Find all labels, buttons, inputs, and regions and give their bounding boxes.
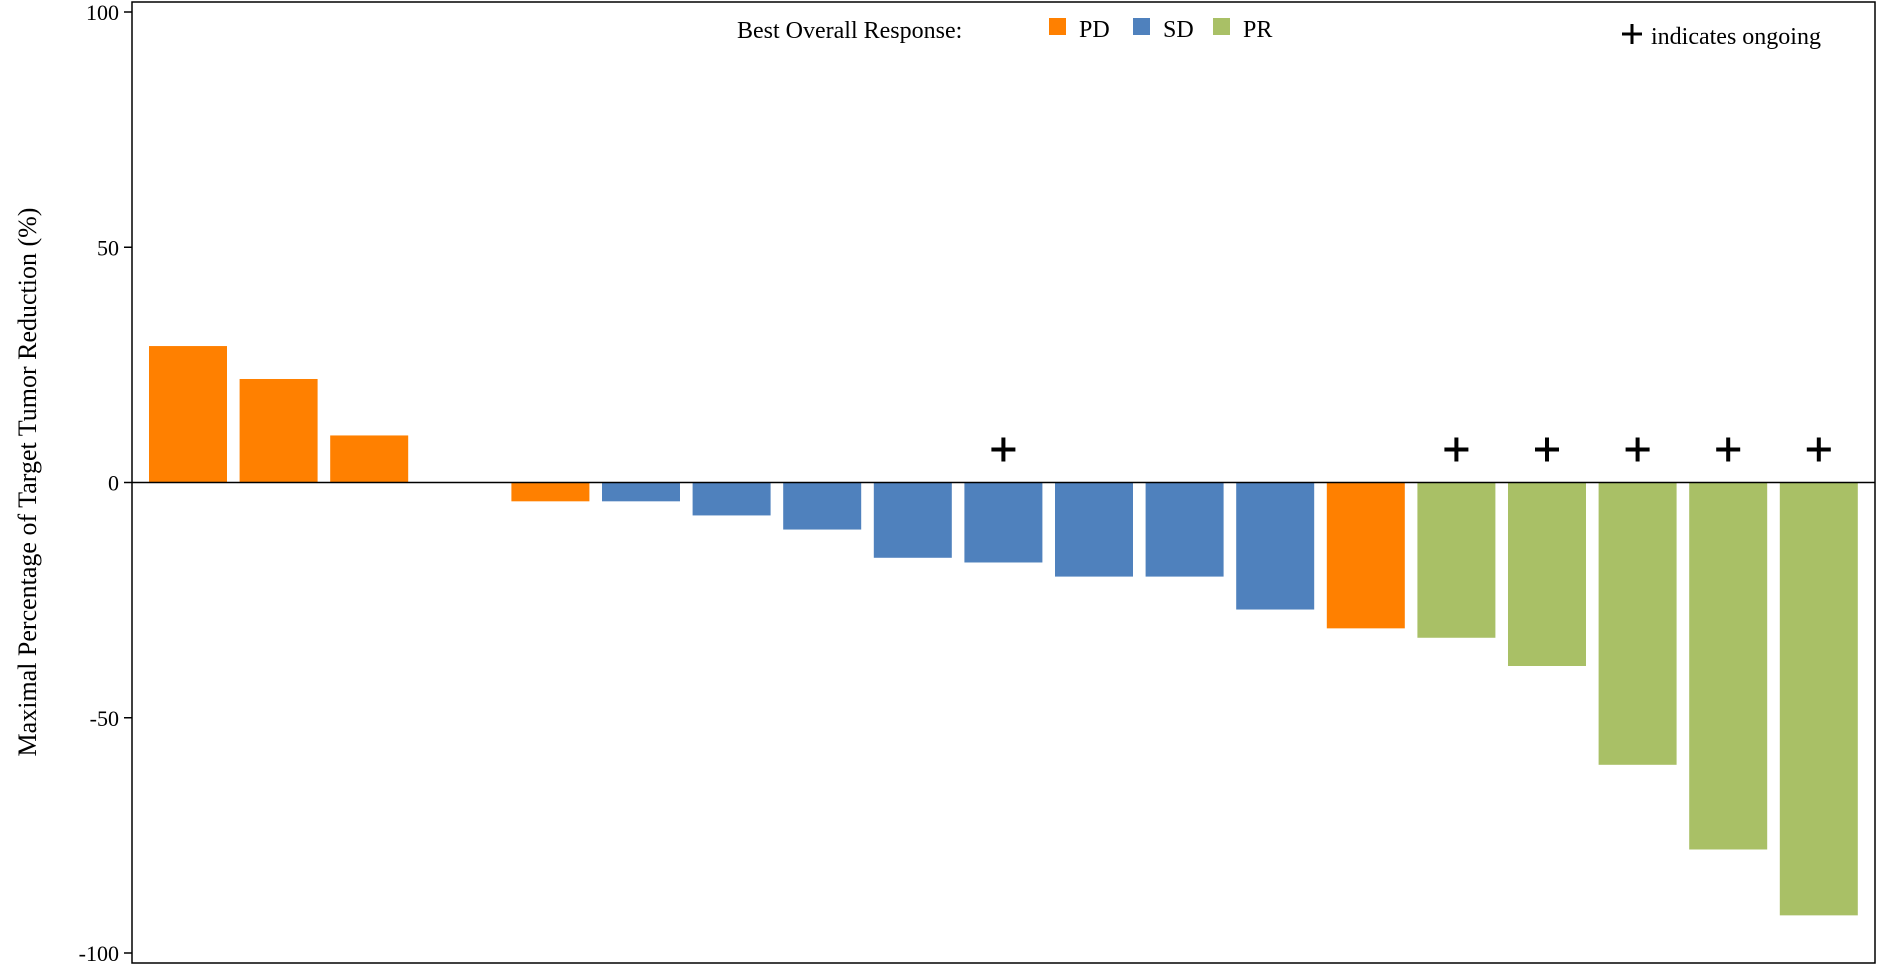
bar bbox=[1236, 482, 1315, 610]
legend-swatch bbox=[1049, 18, 1066, 35]
y-tick-label: -50 bbox=[90, 706, 119, 731]
ongoing-note: indicates ongoing bbox=[1622, 24, 1821, 50]
bar bbox=[1055, 482, 1133, 577]
bar bbox=[873, 482, 952, 558]
bar bbox=[511, 482, 590, 502]
bar bbox=[149, 346, 227, 483]
y-tick-label: -100 bbox=[79, 941, 119, 966]
plus-icon bbox=[1622, 24, 1642, 44]
bar bbox=[1689, 482, 1768, 850]
ongoing-plus-icon bbox=[991, 437, 1016, 462]
legend-label: PR bbox=[1243, 17, 1272, 43]
y-axis-title: Maximal Percentage of Target Tumor Reduc… bbox=[13, 208, 42, 757]
ongoing-note-text: indicates ongoing bbox=[1651, 24, 1821, 50]
legend: Best Overall Response: PD SD PR bbox=[737, 17, 1272, 44]
bar bbox=[1779, 482, 1858, 916]
y-axis: 100 50 0 -50 -100 bbox=[79, 0, 132, 966]
y-tick-label: 100 bbox=[86, 0, 119, 25]
bar bbox=[330, 435, 409, 483]
ongoing-plus-icon bbox=[1625, 437, 1650, 462]
ongoing-markers bbox=[991, 437, 1831, 462]
legend-label: PD bbox=[1079, 17, 1110, 43]
bar bbox=[783, 482, 862, 530]
y-tick-label: 50 bbox=[97, 235, 119, 260]
bar bbox=[1417, 482, 1496, 638]
legend-label: SD bbox=[1163, 17, 1194, 43]
bar bbox=[602, 482, 680, 502]
y-tick-label: 0 bbox=[108, 471, 119, 496]
bar bbox=[1508, 482, 1586, 666]
ongoing-plus-icon bbox=[1535, 437, 1559, 462]
bar bbox=[964, 482, 1043, 563]
bars-group bbox=[149, 346, 1858, 916]
bar bbox=[1145, 482, 1224, 577]
bar bbox=[1326, 482, 1405, 629]
ongoing-plus-icon bbox=[1716, 437, 1741, 462]
legend-swatch bbox=[1213, 18, 1230, 35]
bar bbox=[1598, 482, 1677, 765]
legend-swatch bbox=[1133, 18, 1150, 35]
legend-title: Best Overall Response: bbox=[737, 18, 962, 44]
ongoing-plus-icon bbox=[1444, 437, 1469, 462]
bar bbox=[692, 482, 771, 516]
ongoing-plus-icon bbox=[1806, 437, 1831, 462]
bar bbox=[239, 378, 318, 483]
